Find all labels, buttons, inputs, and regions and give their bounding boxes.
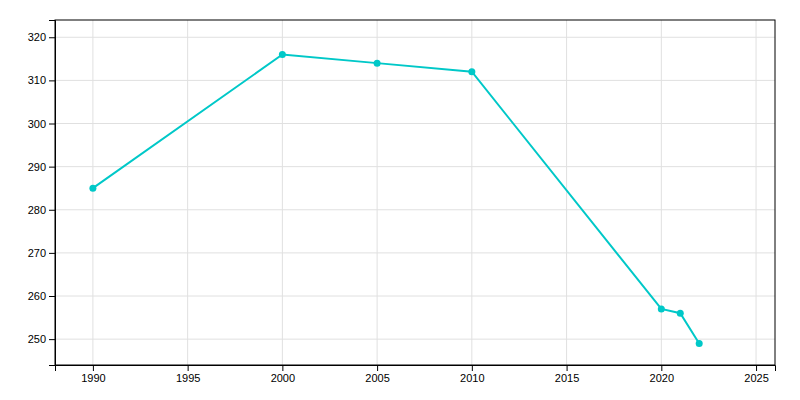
tick: 1990 [81, 365, 105, 384]
tick-mark [756, 365, 757, 371]
chart: 1990 1995 2000 2005 2010 2015 2020 2025 250 260 27… [0, 0, 800, 400]
tick: 2010 [460, 365, 484, 384]
series [89, 51, 702, 347]
point [696, 340, 703, 347]
tick: 300 [28, 118, 55, 130]
tick: 310 [28, 74, 55, 86]
tick-mark [49, 167, 55, 168]
tick-label: 260 [28, 290, 46, 302]
grid-line [55, 123, 775, 124]
tick-label: 2010 [460, 372, 484, 384]
point [89, 185, 96, 192]
tick-label: 2020 [650, 372, 674, 384]
grid-line [55, 37, 775, 38]
tick-label: 2025 [744, 372, 768, 384]
tick: 320 [28, 31, 55, 43]
tick-label: 2005 [365, 372, 389, 384]
grid-line [55, 166, 775, 167]
grid-line [55, 296, 775, 297]
tick: 280 [28, 204, 55, 216]
x-axis: 1990 1995 2000 2005 2010 2015 2020 2025 [56, 365, 776, 384]
tick-mark [49, 37, 55, 38]
axis-line [49, 21, 56, 366]
plot: 1990 1995 2000 2005 2010 2015 2020 2025 250 260 27… [28, 20, 776, 384]
tick: 2000 [271, 365, 295, 384]
grid-line [756, 20, 757, 365]
tick-label: 310 [28, 74, 46, 86]
grid-line [55, 339, 775, 340]
axis-line [56, 366, 776, 372]
tick-mark [188, 365, 189, 371]
tick: 2015 [555, 365, 579, 384]
grid-line [282, 20, 283, 365]
line [93, 55, 699, 344]
tick-label: 290 [28, 161, 46, 173]
grid-line [55, 80, 775, 81]
point [374, 60, 381, 67]
tick: 2020 [650, 365, 674, 384]
grid [55, 20, 775, 365]
tick-label: 250 [28, 333, 46, 345]
tick-label: 2015 [555, 372, 579, 384]
tick-mark [49, 296, 55, 297]
point [468, 68, 475, 75]
grid-line [55, 209, 775, 210]
tick-label: 2000 [271, 372, 295, 384]
tick-mark [49, 210, 55, 211]
grid-line [55, 252, 775, 253]
grid-line [566, 20, 567, 365]
tick-mark [472, 365, 473, 371]
grid-line [187, 20, 188, 365]
tick-mark [49, 339, 55, 340]
grid-line [661, 20, 662, 365]
tick: 2005 [365, 365, 389, 384]
tick-label: 320 [28, 31, 46, 43]
tick-label: 280 [28, 204, 46, 216]
y-axis: 250 260 270 280 290 300 310 320 [28, 21, 56, 366]
tick-mark [661, 365, 662, 371]
tick-mark [567, 365, 568, 371]
tick-mark [49, 80, 55, 81]
tick: 290 [28, 161, 55, 173]
tick: 250 [28, 333, 55, 345]
tick: 2025 [744, 365, 768, 384]
plot-frame [55, 20, 775, 365]
tick-mark [49, 253, 55, 254]
tick-label: 1990 [81, 372, 105, 384]
tick-label: 270 [28, 247, 46, 259]
tick: 270 [28, 247, 55, 259]
point [658, 305, 665, 312]
tick-mark [93, 365, 94, 371]
tick-mark [282, 365, 283, 371]
tick: 1995 [176, 365, 200, 384]
tick-label: 1995 [176, 372, 200, 384]
tick-mark [377, 365, 378, 371]
tick-label: 300 [28, 118, 46, 130]
tick: 260 [28, 290, 55, 302]
grid-line [92, 20, 93, 365]
point [677, 310, 684, 317]
grid-line [377, 20, 378, 365]
tick-mark [49, 124, 55, 125]
point [279, 51, 286, 58]
